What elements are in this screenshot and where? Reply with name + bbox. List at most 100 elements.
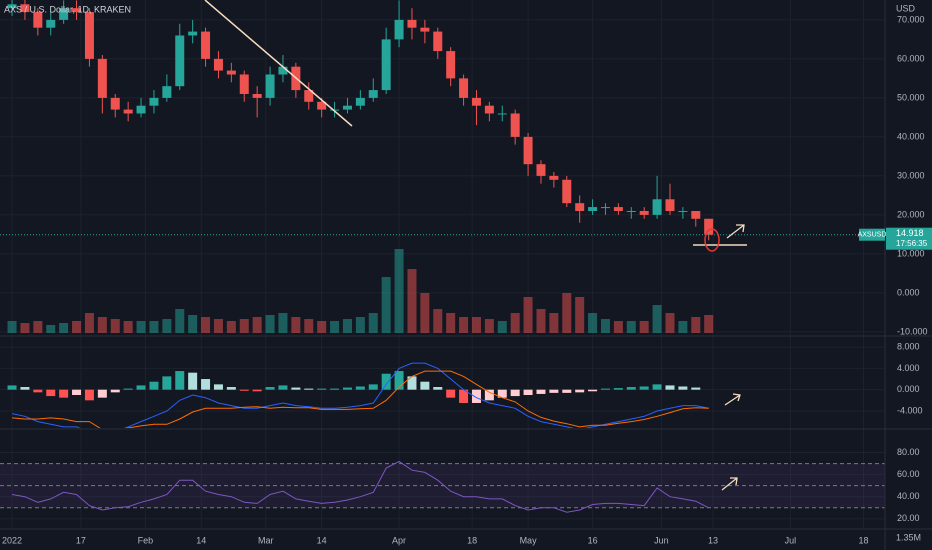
y-tick-label: 0.000 bbox=[897, 287, 920, 297]
candle-body bbox=[97, 58, 107, 98]
y-tick-label: 80.00 bbox=[897, 447, 920, 457]
candle-body bbox=[84, 12, 94, 59]
arrow bbox=[726, 224, 745, 239]
volume-bar bbox=[562, 293, 572, 333]
histogram-bar bbox=[433, 387, 443, 390]
histogram-bar bbox=[46, 389, 56, 397]
histogram-bar bbox=[600, 388, 610, 390]
candle-body bbox=[46, 19, 56, 28]
candle-body bbox=[471, 97, 481, 106]
volume-bar bbox=[613, 321, 623, 333]
histogram-bar bbox=[626, 387, 636, 390]
candle-body bbox=[381, 39, 391, 91]
volume-bar bbox=[665, 313, 675, 333]
histogram-bar bbox=[407, 376, 417, 390]
y-tick-label: 20.00 bbox=[897, 513, 920, 523]
histogram-bar bbox=[588, 389, 598, 392]
volume-bar bbox=[704, 315, 714, 333]
x-tick-label: 2022 bbox=[2, 535, 22, 545]
y-tick-label: 60.000 bbox=[897, 53, 925, 63]
candle-body bbox=[420, 27, 430, 32]
volume-bar bbox=[381, 277, 391, 333]
candle-body bbox=[175, 35, 185, 87]
volume-bar bbox=[639, 321, 649, 333]
rsi-line bbox=[11, 460, 709, 513]
volume-bar bbox=[652, 305, 662, 333]
volume-bar bbox=[59, 323, 69, 333]
volume-bar bbox=[239, 319, 249, 333]
volume-bar bbox=[433, 309, 443, 333]
candle-body bbox=[523, 136, 533, 165]
arrow bbox=[724, 393, 741, 406]
candle-body bbox=[304, 90, 314, 102]
histogram-bar bbox=[265, 387, 275, 390]
volume-bar bbox=[201, 317, 211, 333]
volume-bar bbox=[510, 313, 520, 333]
histogram-bar bbox=[123, 388, 133, 390]
histogram-bar bbox=[317, 388, 327, 390]
volume-bar bbox=[278, 313, 288, 333]
histogram-bar bbox=[97, 389, 107, 398]
y-tick-label: 8.000 bbox=[897, 341, 920, 351]
candle-body bbox=[678, 210, 688, 212]
histogram-bar bbox=[471, 389, 481, 403]
candle-body bbox=[652, 199, 662, 215]
candle-body bbox=[162, 86, 172, 98]
histogram-bar bbox=[394, 371, 404, 390]
histogram-bar bbox=[484, 389, 494, 401]
volume-bar bbox=[97, 317, 107, 333]
histogram-bar bbox=[665, 385, 675, 390]
volume-bar bbox=[600, 319, 610, 333]
candle-body bbox=[123, 109, 133, 114]
histogram-bar bbox=[278, 385, 288, 390]
volume-bar bbox=[484, 319, 494, 333]
candle-body bbox=[252, 93, 262, 98]
panel bbox=[0, 452, 885, 520]
candle-body bbox=[394, 19, 404, 40]
volume-bar bbox=[291, 317, 301, 333]
candle-body bbox=[575, 203, 585, 211]
x-tick-label: Jul bbox=[785, 535, 797, 545]
histogram-bar bbox=[252, 389, 262, 392]
histogram-bar bbox=[213, 384, 223, 390]
candle-body bbox=[691, 210, 701, 219]
volume-bar bbox=[226, 321, 236, 333]
volume-bar bbox=[317, 321, 327, 333]
candle-body bbox=[188, 31, 198, 36]
histogram-bar bbox=[291, 387, 301, 390]
candle-body bbox=[549, 175, 559, 180]
x-tick-label: 14 bbox=[317, 535, 327, 545]
y-tick-label: -10.000 bbox=[897, 326, 928, 336]
histogram-bar bbox=[420, 381, 430, 390]
histogram-bar bbox=[59, 389, 69, 398]
histogram-bar bbox=[201, 379, 211, 390]
candle-body bbox=[704, 218, 714, 235]
y-tick-label: 40.00 bbox=[897, 491, 920, 501]
x-tick-label: Jun bbox=[654, 535, 669, 545]
x-tick-label: 18 bbox=[858, 535, 868, 545]
candle-body bbox=[226, 70, 236, 75]
y-tick-label: 70.000 bbox=[897, 14, 925, 24]
volume-bar bbox=[536, 309, 546, 333]
candle-body bbox=[213, 58, 223, 71]
candle-body bbox=[33, 12, 43, 28]
histogram-bar bbox=[188, 372, 198, 390]
symbol-box bbox=[859, 228, 885, 241]
candle-body bbox=[484, 105, 494, 114]
x-tick-label: 18 bbox=[467, 535, 477, 545]
volume-bar bbox=[252, 317, 262, 333]
candle-body bbox=[613, 207, 623, 211]
trend-line bbox=[204, 0, 353, 127]
currency-label: USD bbox=[896, 3, 916, 13]
volume-bar bbox=[123, 321, 133, 333]
histogram-bar bbox=[575, 389, 585, 393]
volume-bar bbox=[72, 321, 82, 333]
volume-bar bbox=[136, 321, 146, 333]
candle-body bbox=[72, 8, 82, 13]
volume-bar bbox=[20, 323, 30, 333]
volume-bar bbox=[84, 313, 94, 333]
x-tick-label: 16 bbox=[588, 535, 598, 545]
candle-body bbox=[407, 19, 417, 28]
candle-body bbox=[149, 97, 159, 106]
